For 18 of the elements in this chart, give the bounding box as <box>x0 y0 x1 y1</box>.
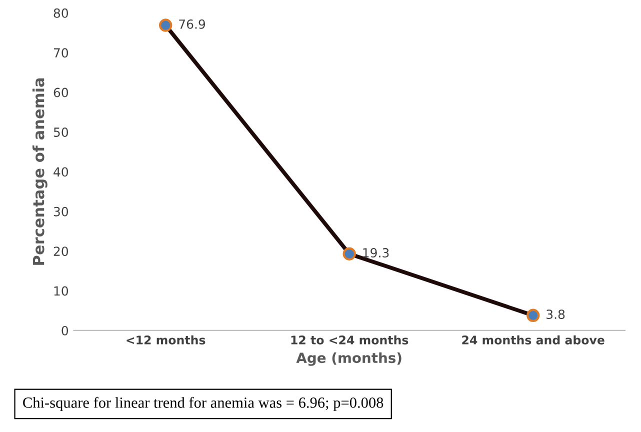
text: Chi-square for linear trend for anemia was = 6.96; p=0.008 <box>23 396 384 411</box>
y-tick-label: 30 <box>54 206 68 216</box>
data-label: 3.8 <box>546 310 565 320</box>
data-label: 19.3 <box>363 248 389 258</box>
y-tick-label: 60 <box>54 88 68 98</box>
x-tick-label: 12 to <24 months <box>291 335 408 344</box>
y-tick-label: 50 <box>54 128 68 137</box>
x-axis-title: Age (months) <box>296 352 402 366</box>
x-tick-label: 24 months and above <box>462 335 604 344</box>
y-tick-label: 0 <box>62 326 68 336</box>
data-label: 76.9 <box>179 19 206 29</box>
y-axis-title: Percentage of anemia <box>32 78 48 265</box>
y-tick-label: 20 <box>54 246 68 256</box>
y-tick-label: 10 <box>54 286 68 296</box>
y-tick-label: 80 <box>54 8 68 18</box>
y-tick-label: 40 <box>54 167 68 177</box>
x-tick-label: <12 months <box>126 335 206 344</box>
y-tick-label: 70 <box>54 48 68 58</box>
